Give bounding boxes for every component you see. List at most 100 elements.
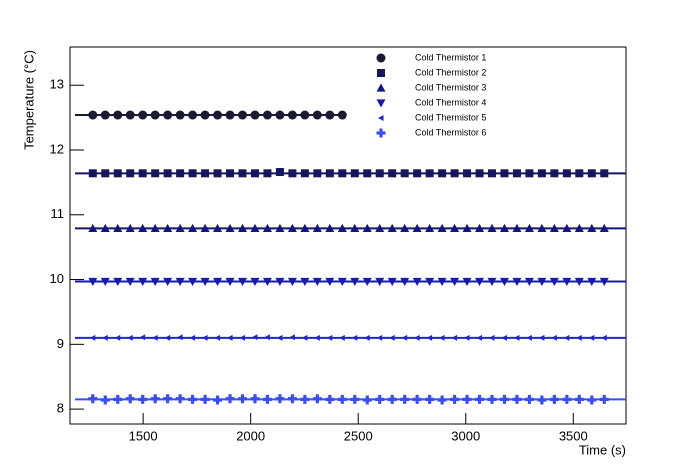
marker: [225, 277, 235, 286]
marker: [413, 169, 422, 178]
marker: [376, 334, 383, 341]
marker: [225, 110, 235, 120]
marker: [300, 169, 309, 178]
marker: [351, 334, 358, 341]
marker: [475, 277, 485, 286]
marker: [376, 128, 386, 138]
marker: [300, 277, 310, 286]
marker: [237, 394, 247, 404]
legend-label: Cold Thermistor 5: [415, 112, 486, 122]
legend-label: Cold Thermistor 2: [415, 67, 486, 77]
marker: [337, 110, 347, 120]
marker: [301, 334, 308, 341]
marker: [163, 223, 173, 232]
marker: [125, 394, 135, 404]
x-tick-label: 2000: [236, 428, 265, 443]
marker: [437, 223, 447, 232]
marker: [163, 394, 173, 404]
marker: [213, 110, 223, 120]
marker: [150, 223, 160, 232]
legend-label: Cold Thermistor 1: [415, 52, 486, 62]
marker: [537, 223, 547, 232]
marker: [88, 169, 97, 178]
marker: [388, 169, 397, 178]
marker: [378, 115, 384, 121]
marker: [262, 223, 272, 232]
marker: [450, 277, 460, 286]
marker: [600, 169, 609, 178]
marker: [227, 334, 233, 341]
marker: [462, 223, 472, 232]
marker: [512, 169, 521, 178]
marker: [188, 277, 198, 286]
marker: [562, 169, 571, 178]
marker: [464, 334, 470, 341]
legend-entry: Cold Thermistor 3: [376, 82, 486, 92]
marker: [250, 169, 259, 178]
marker: [188, 394, 198, 404]
marker: [450, 394, 460, 404]
marker: [537, 169, 546, 178]
marker: [163, 110, 173, 120]
marker: [500, 169, 509, 178]
marker: [450, 223, 460, 232]
marker: [163, 277, 173, 286]
marker: [439, 334, 445, 341]
plot-frame: [69, 46, 627, 425]
marker: [563, 334, 570, 341]
legend-label: Cold Thermistor 3: [415, 82, 486, 92]
marker: [376, 99, 386, 108]
marker: [375, 277, 385, 286]
marker: [150, 277, 160, 286]
marker: [601, 334, 607, 341]
marker: [425, 277, 435, 286]
marker: [550, 169, 559, 178]
marker: [426, 334, 433, 341]
marker: [89, 334, 96, 341]
marker: [312, 110, 322, 120]
marker: [214, 334, 221, 341]
x-axis-title: Time (s): [579, 442, 626, 457]
marker: [262, 277, 272, 286]
marker: [574, 394, 584, 404]
marker: [325, 394, 335, 404]
marker: [549, 394, 559, 404]
marker: [275, 223, 285, 232]
marker: [549, 223, 559, 232]
y-tick-label: 13: [50, 77, 64, 92]
marker: [300, 223, 310, 232]
marker: [524, 277, 534, 286]
marker: [512, 277, 522, 286]
marker: [138, 110, 148, 120]
marker: [376, 83, 386, 92]
marker: [400, 394, 410, 404]
marker: [538, 334, 545, 341]
marker: [438, 169, 447, 178]
marker: [262, 394, 272, 404]
marker: [362, 395, 372, 405]
marker: [549, 277, 559, 286]
marker: [562, 394, 572, 404]
marker: [350, 394, 360, 404]
marker: [275, 394, 285, 404]
marker: [125, 223, 135, 232]
marker: [200, 277, 210, 286]
marker: [263, 169, 272, 178]
marker: [289, 334, 295, 341]
legend-entry: Cold Thermistor 6: [376, 127, 486, 138]
marker: [237, 277, 247, 286]
marker: [499, 277, 509, 286]
marker: [526, 334, 532, 341]
marker: [599, 277, 609, 286]
marker: [200, 223, 210, 232]
marker: [537, 395, 547, 405]
marker: [476, 334, 483, 341]
marker: [499, 223, 509, 232]
marker: [100, 395, 110, 405]
marker: [524, 223, 534, 232]
marker: [339, 334, 345, 341]
marker: [312, 223, 322, 232]
marker: [588, 334, 595, 341]
marker: [414, 334, 420, 341]
marker: [574, 277, 584, 286]
